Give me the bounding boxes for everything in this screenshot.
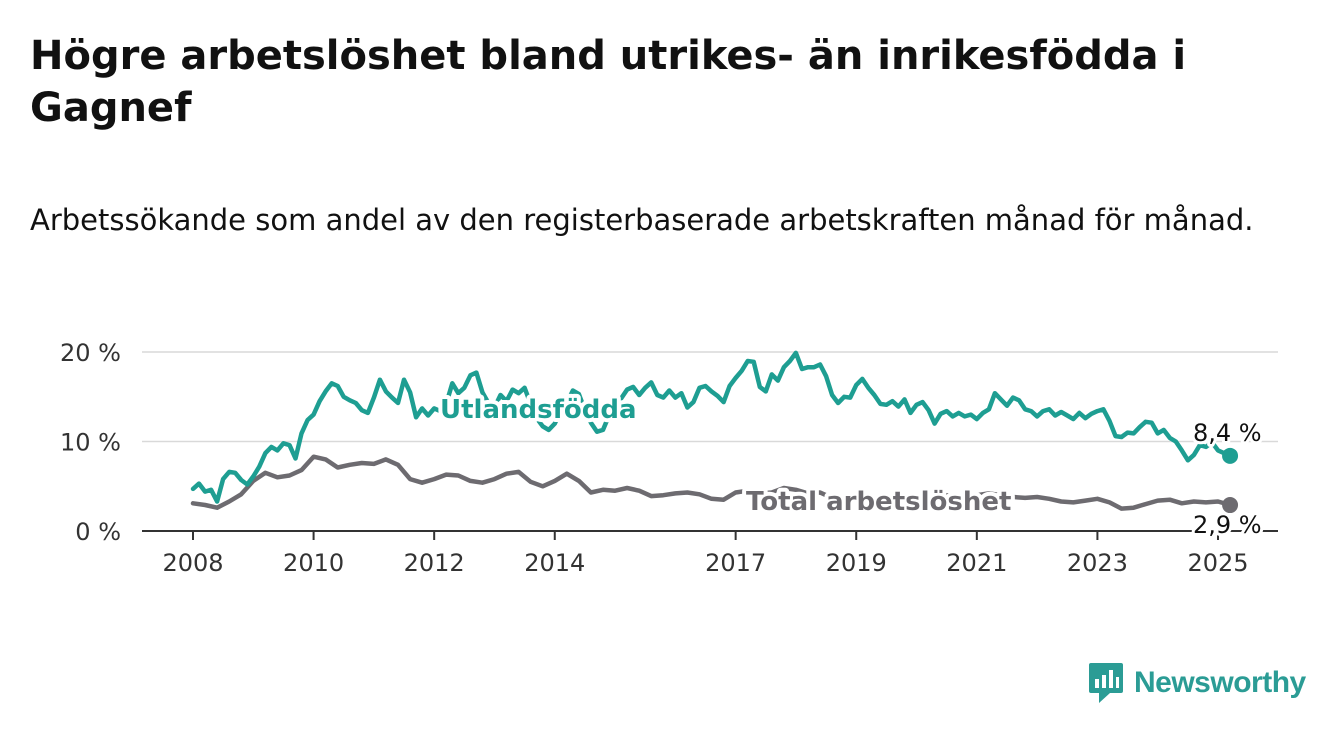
chart-title: Högre arbetslöshet bland utrikes- än inr… [30,33,1187,131]
x-tick-label: 2008 [162,549,223,577]
x-tick-label: 2025 [1187,549,1248,577]
series-label-utlandsfodda-halo: Utlandsfödda [440,395,637,425]
end-label-total: 2,9 % [1193,511,1262,539]
series-line-utlandsfodda [190,350,1233,504]
x-tick-label: 2012 [404,549,465,577]
y-tick-label: 20 % [60,339,121,367]
grid: 0 % 10 % 20 % [60,339,1278,546]
newsworthy-logo: Newsworthy [1088,660,1306,706]
end-label-utlandsfodda: 8,4 % [1193,419,1262,447]
brand-name: Newsworthy [1134,666,1306,699]
x-tick-label: 2023 [1067,549,1128,577]
end-point-total [1222,497,1239,514]
series-label-total: Total arbetslöshet [746,487,1011,517]
y-tick-label: 0 % [75,518,121,546]
chart-subtitle: Arbetssökande som andel av den registerb… [30,203,1254,237]
series-label-utlandsfodda: Utlandsfödda [440,395,637,425]
x-tick-label: 2010 [283,549,344,577]
x-tick-label: 2017 [705,549,766,577]
x-tick-label: 2019 [826,549,887,577]
series-label-total-halo: Total arbetslöshet [746,487,1011,517]
series-lines [190,350,1239,514]
end-label-total-halo: 2,9 % [1193,511,1262,539]
x-axis: 2008 2010 2012 2014 2017 2019 2021 2023 2025 [162,531,1249,577]
end-label-utlandsfodda-halo: 8,4 % [1193,419,1262,447]
x-tick-label: 2021 [946,549,1007,577]
y-tick-label: 10 % [60,429,121,457]
end-point-utlandsfodda [1222,447,1239,464]
series-line-total [190,454,1233,511]
x-tick-label: 2014 [524,549,585,577]
newsworthy-logo-icon [1089,663,1123,703]
